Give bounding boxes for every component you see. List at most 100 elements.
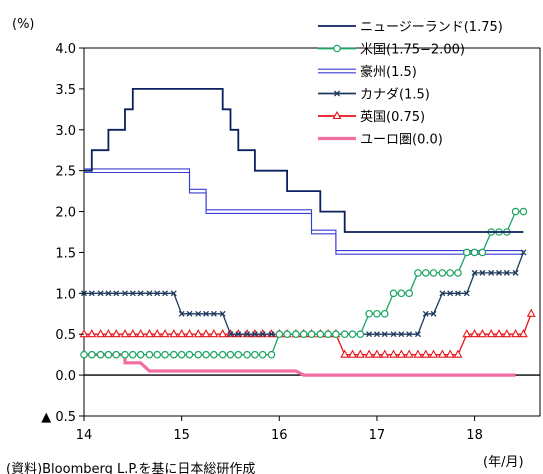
- data-point-x: [203, 310, 210, 317]
- data-point-x-stroke: [251, 331, 258, 338]
- data-point-x: [414, 331, 421, 338]
- data-point-circle: [316, 330, 325, 339]
- data-point-x-stroke: [463, 290, 470, 297]
- data-point-x: [471, 269, 478, 276]
- data-point-x-stroke: [414, 331, 421, 338]
- data-point-x-stroke: [520, 249, 527, 256]
- data-point-triangle: [462, 329, 472, 338]
- data-point-x-stroke: [227, 331, 234, 338]
- data-point-triangle: [79, 329, 89, 338]
- data-point-triangle: [111, 329, 121, 338]
- data-point-x: [463, 290, 470, 297]
- data-point-x-stroke: [406, 331, 413, 338]
- data-point-triangle: [396, 349, 406, 358]
- data-point-x-stroke: [146, 290, 153, 297]
- data-point-x-stroke: [235, 331, 242, 338]
- x-tick-label: 15: [173, 428, 190, 443]
- x-tick-label: 16: [271, 428, 288, 443]
- data-point-triangle: [96, 329, 106, 338]
- data-point-triangle: [355, 349, 365, 358]
- data-point-triangle: [348, 349, 357, 358]
- data-point-circle: [511, 207, 520, 216]
- data-point-circle: [96, 350, 105, 359]
- axes: 4.0 3.5 3.0 2.5 2.0 1.5 1.0 0.5 0.0 ▲ 0.514 15 16 17…: [41, 42, 483, 443]
- data-point-circle: [145, 350, 154, 359]
- data-point-x-stroke: [471, 269, 478, 276]
- x-axis-label: (年/月): [483, 455, 524, 470]
- data-point-x-stroke: [496, 269, 502, 276]
- legend-entry-4: 英国(0.75): [318, 110, 425, 125]
- data-point-x-stroke: [113, 290, 120, 297]
- data-point-x-stroke: [430, 310, 437, 317]
- y-tick-label: 1.5: [55, 246, 76, 261]
- data-point-x-stroke: [334, 90, 340, 97]
- data-point-circle: [307, 330, 316, 339]
- data-point-x: [496, 269, 502, 276]
- data-point-circle: [470, 248, 479, 257]
- data-point-x: [97, 290, 104, 297]
- data-point-circle: [202, 350, 210, 359]
- data-point-x-stroke: [373, 331, 380, 338]
- legend-entry-5: ユーロ圏(0.0): [318, 133, 443, 148]
- data-point-x-stroke: [186, 310, 193, 317]
- data-point-triangle: [502, 329, 512, 338]
- data-point-triangle: [445, 349, 455, 358]
- data-point-x: [512, 269, 519, 276]
- data-point-x-stroke: [122, 290, 128, 297]
- data-point-triangle: [152, 329, 162, 338]
- data-point-x: [154, 290, 161, 297]
- legend-label: カナダ(1.5): [360, 88, 430, 103]
- y-tick-label: 4.0: [55, 42, 76, 57]
- legend-label: ニュージーランド(1.75): [360, 20, 503, 35]
- data-point-circle: [389, 289, 398, 298]
- data-point-x-stroke: [97, 290, 104, 297]
- legend-label: ユーロ圏(0.0): [360, 133, 443, 148]
- series-4: [79, 308, 536, 358]
- data-point-x: [235, 331, 242, 338]
- data-point-triangle: [494, 329, 504, 338]
- data-point-circle: [80, 350, 88, 359]
- data-point-circle: [438, 269, 447, 277]
- data-point-x-stroke: [259, 331, 266, 338]
- data-point-x: [186, 310, 193, 317]
- data-point-triangle: [437, 349, 447, 358]
- data-point-triangle: [87, 329, 97, 338]
- data-point-x-stroke: [170, 290, 177, 297]
- y-tick-label: 2.5: [55, 165, 76, 180]
- data-point-circle: [234, 350, 243, 359]
- data-point-x-stroke: [268, 331, 275, 338]
- data-point-x-stroke: [244, 331, 251, 338]
- data-point-x: [105, 290, 112, 297]
- data-point-circle: [88, 350, 96, 359]
- data-point-triangle: [145, 329, 154, 338]
- data-point-circle: [177, 350, 186, 359]
- data-point-triangle: [477, 329, 487, 338]
- data-point-x-stroke: [503, 269, 510, 276]
- y-tick-label: 1.0: [55, 287, 76, 302]
- data-point-x: [122, 290, 128, 297]
- data-point-triangle: [511, 329, 521, 338]
- data-point-circle: [324, 330, 332, 339]
- data-point-triangle: [372, 349, 382, 358]
- data-point-circle: [194, 350, 203, 359]
- y-axis-label: (%): [12, 17, 35, 32]
- data-point-circle: [267, 350, 276, 359]
- legend-label: 英国(0.75): [360, 110, 425, 125]
- data-point-circle: [478, 248, 487, 257]
- data-point-x: [503, 269, 510, 276]
- series-line: [84, 171, 524, 255]
- data-point-triangle: [136, 329, 146, 338]
- data-point-x: [406, 331, 413, 338]
- data-point-triangle: [429, 349, 438, 358]
- data-point-triangle: [518, 329, 528, 338]
- y-tick-label: 3.5: [55, 83, 76, 98]
- x-tick-label: 14: [76, 428, 93, 443]
- data-point-x: [520, 249, 527, 256]
- data-point-triangle: [364, 349, 374, 358]
- data-point-circle: [397, 289, 406, 298]
- data-point-circle: [226, 350, 235, 359]
- data-point-circle: [218, 350, 227, 359]
- data-point-triangle: [177, 329, 187, 338]
